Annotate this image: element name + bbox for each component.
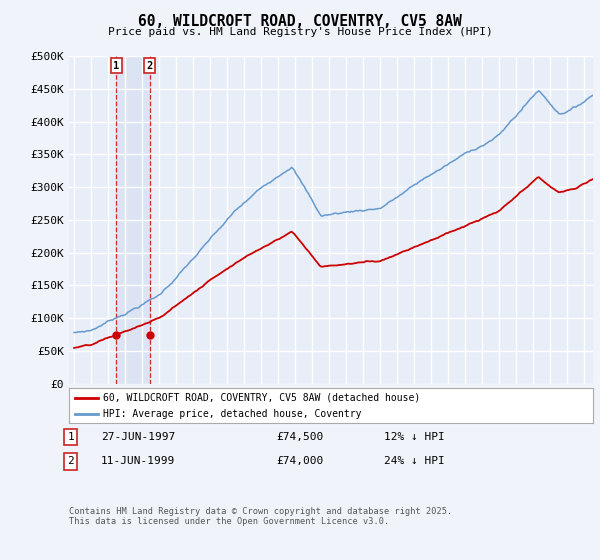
- Text: 2: 2: [67, 456, 74, 466]
- Text: 24% ↓ HPI: 24% ↓ HPI: [384, 456, 445, 466]
- Text: HPI: Average price, detached house, Coventry: HPI: Average price, detached house, Cove…: [103, 409, 362, 419]
- Bar: [116, 56, 149, 384]
- Text: 60, WILDCROFT ROAD, COVENTRY, CV5 8AW (detached house): 60, WILDCROFT ROAD, COVENTRY, CV5 8AW (d…: [103, 393, 420, 403]
- Text: 12% ↓ HPI: 12% ↓ HPI: [384, 432, 445, 442]
- Text: Contains HM Land Registry data © Crown copyright and database right 2025.
This d: Contains HM Land Registry data © Crown c…: [69, 507, 452, 526]
- Text: 1: 1: [67, 432, 74, 442]
- Text: 1: 1: [113, 61, 119, 71]
- Text: 60, WILDCROFT ROAD, COVENTRY, CV5 8AW: 60, WILDCROFT ROAD, COVENTRY, CV5 8AW: [138, 14, 462, 29]
- Text: 2: 2: [146, 61, 153, 71]
- Text: 11-JUN-1999: 11-JUN-1999: [101, 456, 175, 466]
- Text: Price paid vs. HM Land Registry's House Price Index (HPI): Price paid vs. HM Land Registry's House …: [107, 27, 493, 37]
- Text: £74,500: £74,500: [276, 432, 323, 442]
- Text: 27-JUN-1997: 27-JUN-1997: [101, 432, 175, 442]
- Text: £74,000: £74,000: [276, 456, 323, 466]
